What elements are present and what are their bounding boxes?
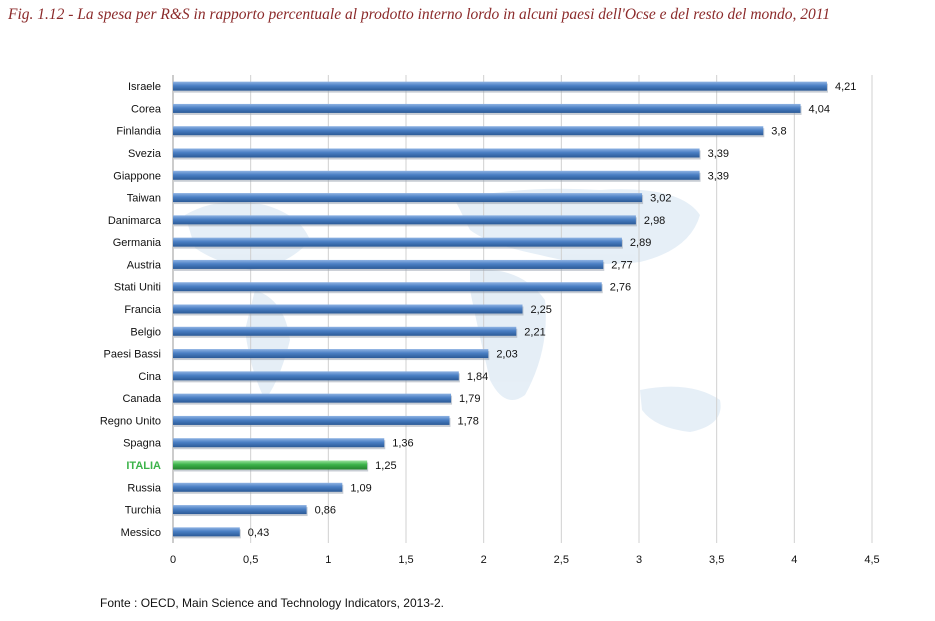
bar: [173, 349, 489, 359]
x-tick-label: 2: [481, 554, 487, 566]
x-tick-label: 4,5: [864, 554, 879, 566]
category-label: Russia: [127, 482, 162, 494]
chart-title: Fig. 1.12 - La spesa per R&S in rapporto…: [8, 6, 831, 23]
category-label: Spagna: [123, 438, 162, 450]
bar: [173, 505, 307, 515]
x-tick-label: 3,5: [709, 554, 724, 566]
x-tick-label: 4: [791, 554, 797, 566]
bar: [173, 482, 343, 492]
category-label: Cina: [138, 371, 162, 383]
value-label: 2,25: [531, 304, 552, 316]
value-label: 1,78: [457, 415, 478, 427]
bar: [173, 438, 385, 448]
value-label: 4,21: [835, 81, 856, 93]
value-label: 1,84: [467, 371, 488, 383]
category-label: Israele: [128, 81, 161, 93]
x-tick-label: 2,5: [554, 554, 569, 566]
value-label: 1,79: [459, 393, 480, 405]
category-label: Turchia: [125, 505, 162, 517]
category-label: Belgio: [130, 326, 161, 338]
category-label: ITALIA: [126, 460, 161, 472]
value-label: 3,39: [708, 148, 729, 160]
bar: [173, 393, 452, 403]
value-label: 1,36: [392, 438, 413, 450]
source-note: Fonte : OECD, Main Science and Technolog…: [100, 596, 444, 610]
x-tick-label: 0,5: [243, 554, 258, 566]
category-label: Germania: [113, 237, 162, 249]
bars-group: [173, 81, 828, 539]
bar: [173, 126, 764, 136]
x-tick-label: 3: [636, 554, 642, 566]
category-label: Corea: [131, 103, 162, 115]
category-label: Canada: [122, 393, 161, 405]
value-label: 0,43: [248, 527, 269, 539]
value-label: 2,21: [524, 326, 545, 338]
category-label: Paesi Bassi: [104, 349, 161, 361]
value-label: 2,98: [644, 215, 665, 227]
x-tick-label: 1: [325, 554, 331, 566]
category-label: Austria: [127, 259, 162, 271]
x-tick-label: 0: [170, 554, 176, 566]
category-label: Svezia: [128, 148, 162, 160]
value-label: 1,09: [350, 482, 371, 494]
bar: [173, 81, 827, 91]
value-labels: 4,21 4,04 3,8 3,39 3,39 3,02 2,98 2,89 2,77 2,76 2…: [248, 81, 857, 539]
value-label: 2,89: [630, 237, 651, 249]
value-label: 2,76: [610, 282, 631, 294]
value-label: 4,04: [809, 103, 830, 115]
bar: [173, 259, 604, 269]
category-label: Regno Unito: [100, 415, 161, 427]
bar: [173, 215, 636, 225]
bar: [173, 282, 602, 292]
category-label: Messico: [121, 527, 161, 539]
value-label: 1,25: [375, 460, 396, 472]
bar: [173, 103, 801, 113]
bar: [173, 326, 517, 336]
bar: [173, 237, 622, 247]
category-label: Taiwan: [127, 193, 161, 205]
bar: [173, 304, 523, 314]
category-label: Danimarca: [108, 215, 162, 227]
bar: [173, 527, 240, 537]
value-label: 3,8: [771, 126, 786, 138]
bar: [173, 148, 700, 158]
category-label: Stati Uniti: [114, 282, 161, 294]
category-label: Giappone: [113, 170, 161, 182]
value-label: 0,86: [315, 505, 336, 517]
value-label: 2,03: [496, 349, 517, 361]
bar: [173, 415, 450, 425]
category-labels: Israele Corea Finlandia Svezia Giappone Taiwa…: [100, 81, 162, 539]
category-label: Finlandia: [116, 126, 162, 138]
bar: [173, 371, 459, 381]
category-label: Francia: [124, 304, 162, 316]
bar-highlight: [173, 460, 368, 470]
x-tick-label: 1,5: [398, 554, 413, 566]
bar: [173, 170, 700, 180]
value-label: 3,02: [650, 193, 671, 205]
x-axis-ticks: 0 0,5 1 1,5 2 2,5 3 3,5 4 4,5: [170, 554, 880, 566]
value-label: 2,77: [611, 259, 632, 271]
bar: [173, 193, 643, 203]
value-label: 3,39: [708, 170, 729, 182]
